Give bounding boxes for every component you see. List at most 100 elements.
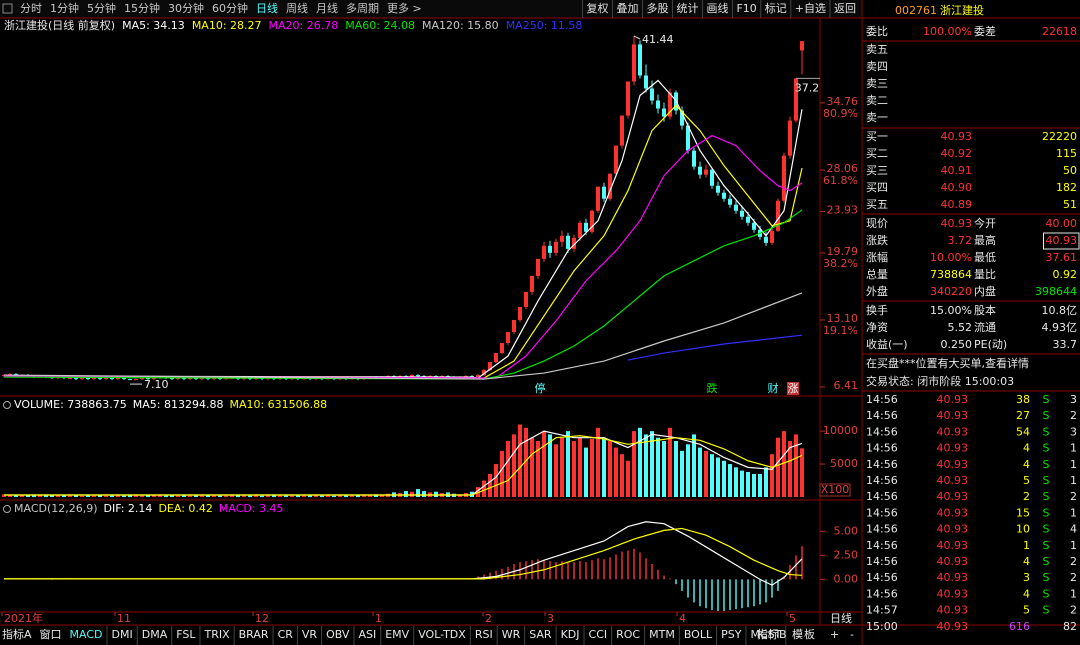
indicator-tab[interactable]: EMV (385, 628, 409, 641)
trade-time: 14:56 (866, 571, 898, 584)
ma-line (3, 292, 803, 380)
candle-body (122, 378, 126, 380)
indicator-tab[interactable]: TRIX (203, 628, 230, 641)
indicator-tab[interactable]: WR (502, 628, 521, 641)
indicator-tab[interactable]: FSL (176, 628, 196, 641)
candle-body (500, 343, 504, 354)
period-tab[interactable]: 5分钟 (87, 1, 116, 15)
period-tab[interactable]: 30分钟 (168, 1, 204, 15)
volume-bar (746, 471, 750, 497)
volume-bar (80, 495, 84, 497)
candle-body (116, 378, 120, 380)
trade-time: 14:56 (866, 555, 898, 568)
volume-bar (314, 495, 318, 497)
indicator-tab[interactable]: PSY (721, 628, 742, 641)
indicator-tab[interactable]: BOLL (684, 628, 713, 641)
window-tab[interactable]: 指标A (2, 627, 32, 641)
volume-bar (374, 494, 378, 497)
indicator-tab[interactable]: BRAR (239, 628, 269, 641)
field-label: 涨跌 (866, 233, 888, 247)
bid-price: 40.91 (941, 164, 973, 177)
indicator-tab[interactable]: OBV (326, 628, 350, 641)
period-tab[interactable]: 60分钟 (212, 1, 248, 15)
y-tick-label: 5.00 (834, 524, 859, 537)
period-tab[interactable]: 分时 (20, 2, 42, 15)
period-tab[interactable]: 周线 (286, 1, 308, 15)
trade-side: S (1043, 539, 1050, 552)
indicator-tab[interactable]: MCST (750, 628, 781, 641)
indicator-tab[interactable]: ASI (358, 628, 376, 641)
event-marker[interactable]: 涨 (788, 382, 799, 395)
tool-button[interactable]: 返回 (834, 2, 856, 15)
volume-bar (20, 494, 24, 497)
trade-time: 14:56 (866, 409, 898, 422)
candle-body (86, 378, 90, 380)
bid-volume: 115 (1056, 147, 1077, 160)
candle-body (74, 378, 78, 380)
candle-body (152, 378, 156, 380)
bid-price: 40.90 (941, 181, 973, 194)
indicator-tab[interactable]: VOL-TDX (418, 628, 466, 641)
volume-bar (38, 495, 42, 497)
period-tab[interactable]: 更多 > (387, 1, 422, 15)
tool-button[interactable]: 多股 (646, 1, 668, 15)
tool-button[interactable]: 复权 (586, 1, 608, 15)
indicator-tab[interactable]: DMA (142, 628, 168, 641)
trade-side: S (1043, 393, 1050, 406)
tab-button[interactable]: + (830, 628, 839, 641)
candle-body (194, 378, 198, 380)
window-tab[interactable]: 窗口 (40, 627, 62, 641)
indicator-tab[interactable]: ROC (616, 628, 640, 641)
volume-bar (44, 495, 48, 497)
volume-bar (566, 431, 570, 497)
candle-body (518, 306, 522, 320)
period-tab[interactable]: 月线 (316, 1, 338, 15)
indicator-tab[interactable]: DMI (112, 628, 133, 641)
trade-volume: 27 (1016, 409, 1030, 422)
tab-button[interactable]: 指标B (757, 627, 787, 641)
volume-bar (254, 495, 258, 497)
volume-bar (32, 495, 36, 497)
indicator-tab[interactable]: MACD (70, 628, 103, 641)
event-marker[interactable]: 财 (768, 381, 779, 395)
volume-bar (242, 495, 246, 497)
macd-line (4, 527, 803, 580)
volume-bar (404, 491, 408, 497)
tool-button[interactable]: +自选 (795, 2, 826, 15)
trade-count: 1 (1070, 442, 1077, 455)
tool-button[interactable]: F10 (736, 2, 756, 15)
period-tab[interactable]: 15分钟 (124, 1, 160, 15)
volume-bar (716, 457, 720, 497)
menu-icon[interactable] (2, 3, 13, 14)
candle-body (92, 378, 96, 380)
tab-button[interactable]: 模 (792, 628, 803, 641)
tool-button[interactable]: 标记 (765, 1, 787, 15)
trade-time: 14:56 (866, 490, 898, 503)
volume-bar (674, 440, 678, 497)
period-tab[interactable]: 日线 (256, 1, 278, 15)
indicator-tab[interactable]: CCI (589, 628, 608, 641)
tool-button[interactable]: 画线 (706, 1, 728, 15)
volume-bar (224, 495, 228, 497)
tool-button[interactable]: 统计 (676, 2, 698, 15)
indicator-tab[interactable]: RSI (475, 628, 493, 641)
volume-bar (794, 434, 798, 497)
indicator-tab[interactable]: CR (278, 628, 294, 641)
indicator-tab[interactable]: MTM (649, 628, 675, 641)
y-tick-label: 28.06 (827, 162, 859, 175)
tab-button[interactable]: - (850, 628, 854, 641)
notice-link[interactable]: 在买盘***位置有大买单,查看详情 (866, 356, 1029, 370)
indicator-tab[interactable]: KDJ (561, 628, 580, 641)
period-tab[interactable]: 多周期 (346, 1, 379, 15)
fib-label: 61.8% (823, 174, 858, 187)
tool-button[interactable]: 叠加 (616, 2, 638, 15)
candle-body (560, 235, 564, 242)
field-label: 净资 (866, 320, 888, 334)
tab-button[interactable]: 板 (804, 627, 815, 641)
period-tab[interactable]: 1分钟 (50, 1, 79, 15)
event-marker[interactable]: 跌 (707, 381, 718, 395)
indicator-tab[interactable]: VR (302, 628, 318, 641)
indicator-tab[interactable]: SAR (529, 628, 552, 641)
candle-body (524, 291, 528, 307)
event-marker[interactable]: 停 (535, 381, 546, 395)
